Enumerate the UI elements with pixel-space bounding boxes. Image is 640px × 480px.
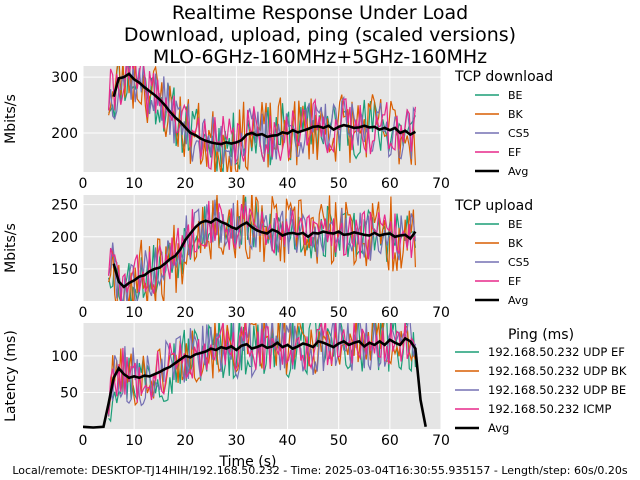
x-tick-label: 10	[125, 176, 143, 192]
x-tick-label: 10	[125, 433, 143, 449]
download-ylabel: Mbits/s	[3, 94, 19, 144]
y-tick-label: 300	[51, 70, 78, 86]
y-tick-label: 50	[60, 385, 78, 401]
x-tick-label: 40	[279, 433, 297, 449]
legend-entry: BK	[508, 108, 524, 121]
legend-entry: CS5	[508, 127, 530, 140]
ping-panel: 0 10 20 30 40 50 60 70 50 100 Latency (ms) Ping (…	[3, 323, 627, 449]
x-tick-label: 40	[279, 305, 297, 321]
series-line-avg	[83, 336, 427, 429]
x-tick-label: 50	[330, 305, 348, 321]
legend-entry: EF	[508, 275, 521, 288]
x-tick-label: 0	[79, 305, 88, 321]
x-tick-label: 70	[432, 305, 450, 321]
y-tick-label: 200	[51, 230, 78, 246]
download-legend-title: TCP download	[454, 69, 553, 85]
legend-entry: Avg	[508, 294, 528, 307]
ping-ylabel: Latency (ms)	[3, 330, 19, 422]
legend-entry: Avg	[488, 421, 509, 435]
figure-title-line-2: Download, upload, ping (scaled versions)	[124, 24, 516, 46]
legend-entry: 192.168.50.232 UDP EF	[488, 345, 625, 359]
series-line-bk	[108, 195, 416, 301]
x-tick-label: 60	[381, 176, 399, 192]
upload-panel: 0 10 20 30 40 50 60 70 150 200 250 Mbits/s TCP upl…	[3, 195, 533, 321]
download-series	[108, 66, 417, 172]
x-tick-label: 50	[330, 433, 348, 449]
legend-entry: BE	[508, 218, 523, 231]
footer-info: Local/remote: DESKTOP-TJ14HIH/192.168.50…	[12, 464, 628, 477]
upload-series	[108, 195, 417, 301]
x-tick-label: 70	[432, 433, 450, 449]
legend-entry: Avg	[508, 165, 528, 178]
legend-entry: BK	[508, 237, 524, 250]
y-tick-label: 100	[51, 349, 78, 365]
series-line-192-168-50-232-icmp	[108, 323, 416, 415]
download-panel: 0 10 20 30 40 50 60 70 200 300 Mbits/s TCP downlo…	[3, 66, 553, 192]
legend-entry: 192.168.50.232 UDP BE	[488, 383, 626, 397]
ping-ticks: 0 10 20 30 40 50 60 70 50 100	[51, 349, 450, 449]
series-line-avg	[112, 72, 417, 146]
x-tick-label: 10	[125, 305, 143, 321]
download-legend: TCP download BE BK CS5 EF Avg	[454, 69, 553, 178]
legend-entry: 192.168.50.232 ICMP	[488, 402, 611, 416]
y-tick-label: 250	[51, 198, 78, 214]
y-tick-label: 150	[51, 262, 78, 278]
series-line-cs5	[108, 66, 416, 166]
series-line-192-168-50-232-udp-bk	[108, 323, 416, 417]
series-line-ef	[108, 66, 416, 171]
series-line-ef	[108, 200, 416, 301]
upload-ylabel: Mbits/s	[3, 223, 19, 273]
x-tick-label: 60	[381, 305, 399, 321]
ping-legend-title: Ping (ms)	[508, 327, 574, 343]
figure-title-line-3: MLO-6GHz-160MHz+5GHz-160MHz	[153, 46, 487, 68]
legend-entry: BE	[508, 89, 523, 102]
x-tick-label: 20	[176, 305, 194, 321]
xaxis-label: Time (s)	[219, 454, 277, 470]
upload-legend-title: TCP upload	[454, 198, 533, 214]
x-tick-label: 0	[79, 433, 88, 449]
ping-legend: Ping (ms) 192.168.50.232 UDP EF 192.168.5…	[455, 327, 627, 435]
series-line-192-168-50-232-udp-be	[108, 323, 416, 417]
upload-legend: TCP upload BE BK CS5 EF Avg	[454, 198, 533, 307]
legend-entry: CS5	[508, 256, 530, 269]
download-ticks: 0 10 20 30 40 50 60 70 200 300	[51, 70, 450, 192]
legend-entry: EF	[508, 146, 521, 159]
x-tick-label: 30	[228, 433, 246, 449]
series-line-cs5	[108, 199, 416, 301]
x-tick-label: 30	[228, 176, 246, 192]
x-tick-label: 70	[432, 176, 450, 192]
x-tick-label: 40	[279, 176, 297, 192]
x-tick-label: 0	[79, 176, 88, 192]
series-line-avg	[112, 217, 417, 289]
legend-entry: 192.168.50.232 UDP BK	[488, 364, 627, 378]
x-tick-label: 50	[330, 176, 348, 192]
y-tick-label: 200	[51, 126, 78, 142]
upload-ticks: 0 10 20 30 40 50 60 70 150 200 250	[51, 198, 450, 321]
figure-title-line-1: Realtime Response Under Load	[172, 2, 468, 24]
ping-series	[83, 323, 427, 429]
x-tick-label: 30	[228, 305, 246, 321]
x-tick-label: 20	[176, 433, 194, 449]
x-tick-label: 20	[176, 176, 194, 192]
x-tick-label: 60	[381, 433, 399, 449]
